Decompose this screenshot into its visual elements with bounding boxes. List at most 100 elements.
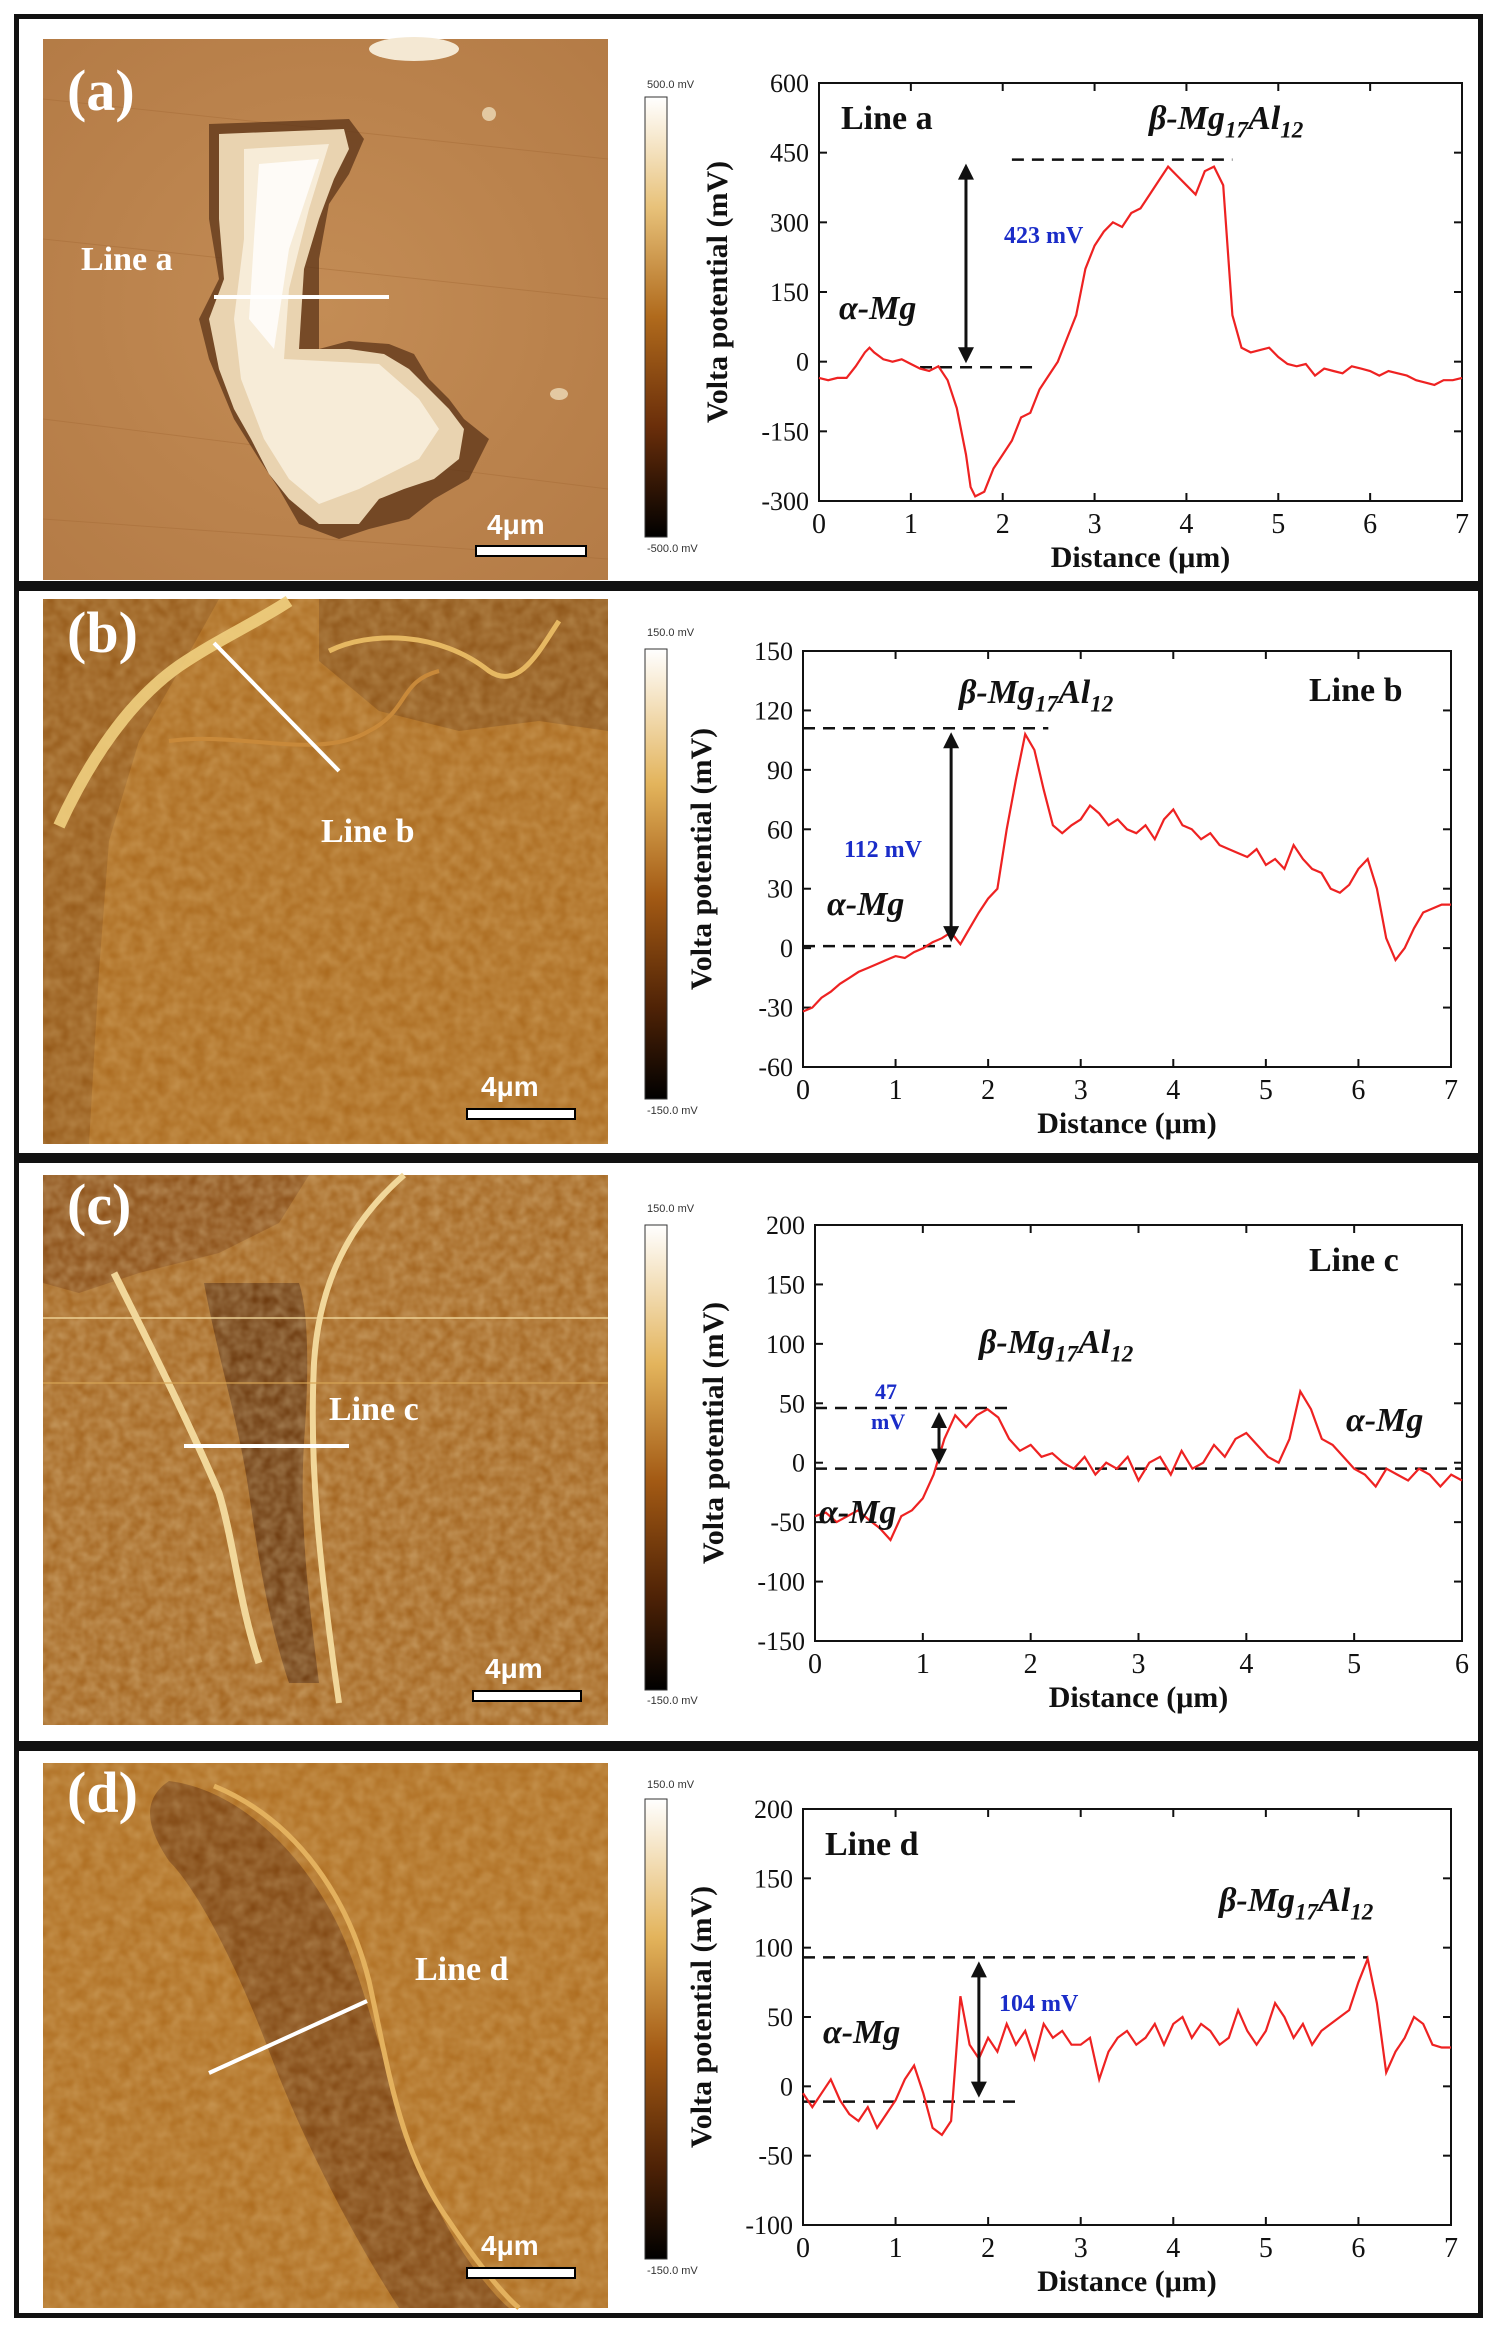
diff-arrowhead-top-a — [957, 163, 974, 180]
phase-label-high-c: β-Mg17Al12 — [977, 1324, 1134, 1368]
y-axis-label-d: Volta potential (mV) — [685, 1886, 718, 2148]
x-axis-label-c: Distance (μm) — [1049, 1681, 1228, 1714]
y-tick-label-b: 120 — [754, 696, 793, 725]
x-axis-label-a: Distance (μm) — [1051, 541, 1230, 574]
y-tick-label-c: -150 — [757, 1627, 805, 1656]
colorbar-b — [644, 648, 668, 1100]
x-tick-label-a: 0 — [812, 509, 826, 540]
y-tick-label-c: 0 — [792, 1449, 805, 1478]
x-tick-label-c: 6 — [1455, 1649, 1469, 1680]
panel-label-a: (a) — [67, 58, 135, 123]
panel-label-b: (b) — [67, 600, 138, 665]
y-tick-label-a: 450 — [770, 139, 809, 168]
colorbar-min-d: -150.0 mV — [647, 2265, 698, 2277]
y-tick-label-d: -50 — [758, 2142, 793, 2171]
series-line-b — [802, 731, 1451, 1013]
y-tick-label-d: 200 — [754, 1795, 793, 1824]
phase-label-low-a: α-Mg — [839, 290, 916, 327]
line-label-chart-a: Line a — [841, 100, 933, 137]
panel-label-c: (c) — [67, 1172, 132, 1237]
y-tick-label-c: -50 — [770, 1508, 805, 1537]
scale-bar-label-b: 4μm — [481, 1071, 539, 1102]
scan-line-d — [208, 1999, 368, 2075]
y-tick-label-a: 0 — [796, 348, 809, 377]
potential-map-d — [43, 1763, 668, 2310]
line-label-map-b: Line b — [321, 813, 415, 850]
scale-bar-d — [466, 2267, 576, 2279]
x-tick-label-a: 2 — [996, 509, 1010, 540]
x-tick-label-d: 4 — [1166, 2233, 1180, 2264]
x-tick-label-d: 0 — [796, 2233, 810, 2264]
x-tick-label-c: 3 — [1132, 1649, 1146, 1680]
panel-label-d: (d) — [67, 1760, 138, 1825]
colorbar-a — [644, 96, 668, 538]
x-tick-label-b: 7 — [1444, 1075, 1458, 1106]
y-tick-label-b: 150 — [754, 637, 793, 666]
scale-bar-c — [472, 1690, 582, 1702]
scale-bar-label-c: 4μm — [485, 1653, 543, 1684]
x-tick-label-a: 5 — [1271, 509, 1285, 540]
x-tick-label-d: 3 — [1074, 2233, 1088, 2264]
diff-label-d: 104 mV — [999, 1991, 1079, 2017]
colorbar-max-a: 500.0 mV — [647, 79, 695, 91]
colorbar-c — [644, 1224, 668, 1691]
x-tick-label-d: 1 — [889, 2233, 903, 2264]
x-axis-label-d: Distance (μm) — [1037, 2265, 1216, 2298]
figure-panel-c: (c) Line c 4μm 150.0 mV -150.0 mV 0 1 2 3 4 5… — [14, 1158, 1483, 1746]
line-profile-chart-a: 0 1 2 3 4 5 6 7 -300 -150 0 150 300 450 600 Distance (μ… — [701, 69, 1469, 574]
scale-bar-label-a: 4μm — [487, 509, 545, 540]
y-tick-label-d: 0 — [780, 2072, 793, 2101]
x-tick-label-c: 0 — [808, 1649, 822, 1680]
y-tick-label-a: -300 — [761, 487, 809, 516]
diff-arrowhead-bottom-b — [943, 926, 960, 943]
y-tick-label-d: 150 — [754, 1864, 793, 1893]
scale-bar-a — [475, 545, 587, 557]
phase-label-low-d: α-Mg — [823, 2014, 900, 2051]
y-tick-label-a: 300 — [770, 208, 809, 237]
series-line-a — [818, 164, 1463, 498]
y-tick-label-c: 200 — [766, 1211, 805, 1240]
x-tick-label-a: 7 — [1455, 509, 1469, 540]
x-tick-label-b: 0 — [796, 1075, 810, 1106]
y-axis-label-c: Volta potential (mV) — [697, 1302, 730, 1564]
diff-label-a: 423 mV — [1004, 223, 1084, 249]
x-tick-label-c: 4 — [1239, 1649, 1253, 1680]
diff-arrowhead-top-d — [970, 1961, 987, 1978]
x-tick-label-c: 2 — [1024, 1649, 1038, 1680]
y-axis-label-a: Volta potential (mV) — [701, 161, 734, 423]
x-tick-label-a: 1 — [904, 509, 918, 540]
potential-map-c — [43, 1172, 668, 1725]
x-tick-label-c: 5 — [1347, 1649, 1361, 1680]
y-tick-label-d: -100 — [745, 2211, 793, 2240]
x-tick-label-d: 5 — [1259, 2233, 1273, 2264]
x-tick-label-d: 6 — [1351, 2233, 1365, 2264]
line-profile-chart-d: 0 1 2 3 4 5 6 7 -100 -50 0 50 100 150 200 Distance (μm)… — [685, 1795, 1458, 2298]
line-profile-chart-b: 0 1 2 3 4 5 6 7 -60 -30 0 30 60 90 120 150 Distance (μm)… — [685, 637, 1458, 1140]
phase-label-high-b: β-Mg17Al12 — [957, 674, 1114, 718]
x-tick-label-b: 5 — [1259, 1075, 1273, 1106]
y-tick-label-a: 150 — [770, 278, 809, 307]
diff-label-line1-c: 47 — [875, 1379, 897, 1404]
x-tick-label-d: 7 — [1444, 2233, 1458, 2264]
y-tick-label-b: 0 — [780, 934, 793, 963]
phase-label-low-b: α-Mg — [827, 886, 904, 923]
y-tick-label-a: -150 — [761, 417, 809, 446]
x-tick-label-a: 6 — [1363, 509, 1377, 540]
figure-panel-b: (b) Line b 4μm 150.0 mV -150.0 mV 0 1 2 3 4 5… — [14, 586, 1483, 1158]
x-tick-label-d: 2 — [981, 2233, 995, 2264]
colorbar-min-a: -500.0 mV — [647, 543, 698, 555]
y-tick-label-b: 30 — [767, 875, 793, 904]
diff-arrowhead-top-c — [931, 1412, 948, 1429]
line-profile-chart-c: 0 1 2 3 4 5 6 -150 -100 -50 0 50 100 150 200 Distance (… — [697, 1211, 1469, 1714]
x-tick-label-b: 1 — [889, 1075, 903, 1106]
diff-arrowhead-bottom-c — [931, 1448, 948, 1465]
y-tick-label-a: 600 — [770, 69, 809, 98]
colorbar-max-c: 150.0 mV — [647, 1203, 695, 1215]
potential-map-a — [42, 37, 668, 580]
x-tick-label-b: 6 — [1351, 1075, 1365, 1106]
line-label-chart-d: Line d — [825, 1826, 919, 1863]
plot-frame-b — [802, 650, 1452, 1068]
diff-arrowhead-top-b — [943, 732, 960, 749]
scan-line-b — [212, 641, 341, 773]
y-tick-label-c: 100 — [766, 1330, 805, 1359]
